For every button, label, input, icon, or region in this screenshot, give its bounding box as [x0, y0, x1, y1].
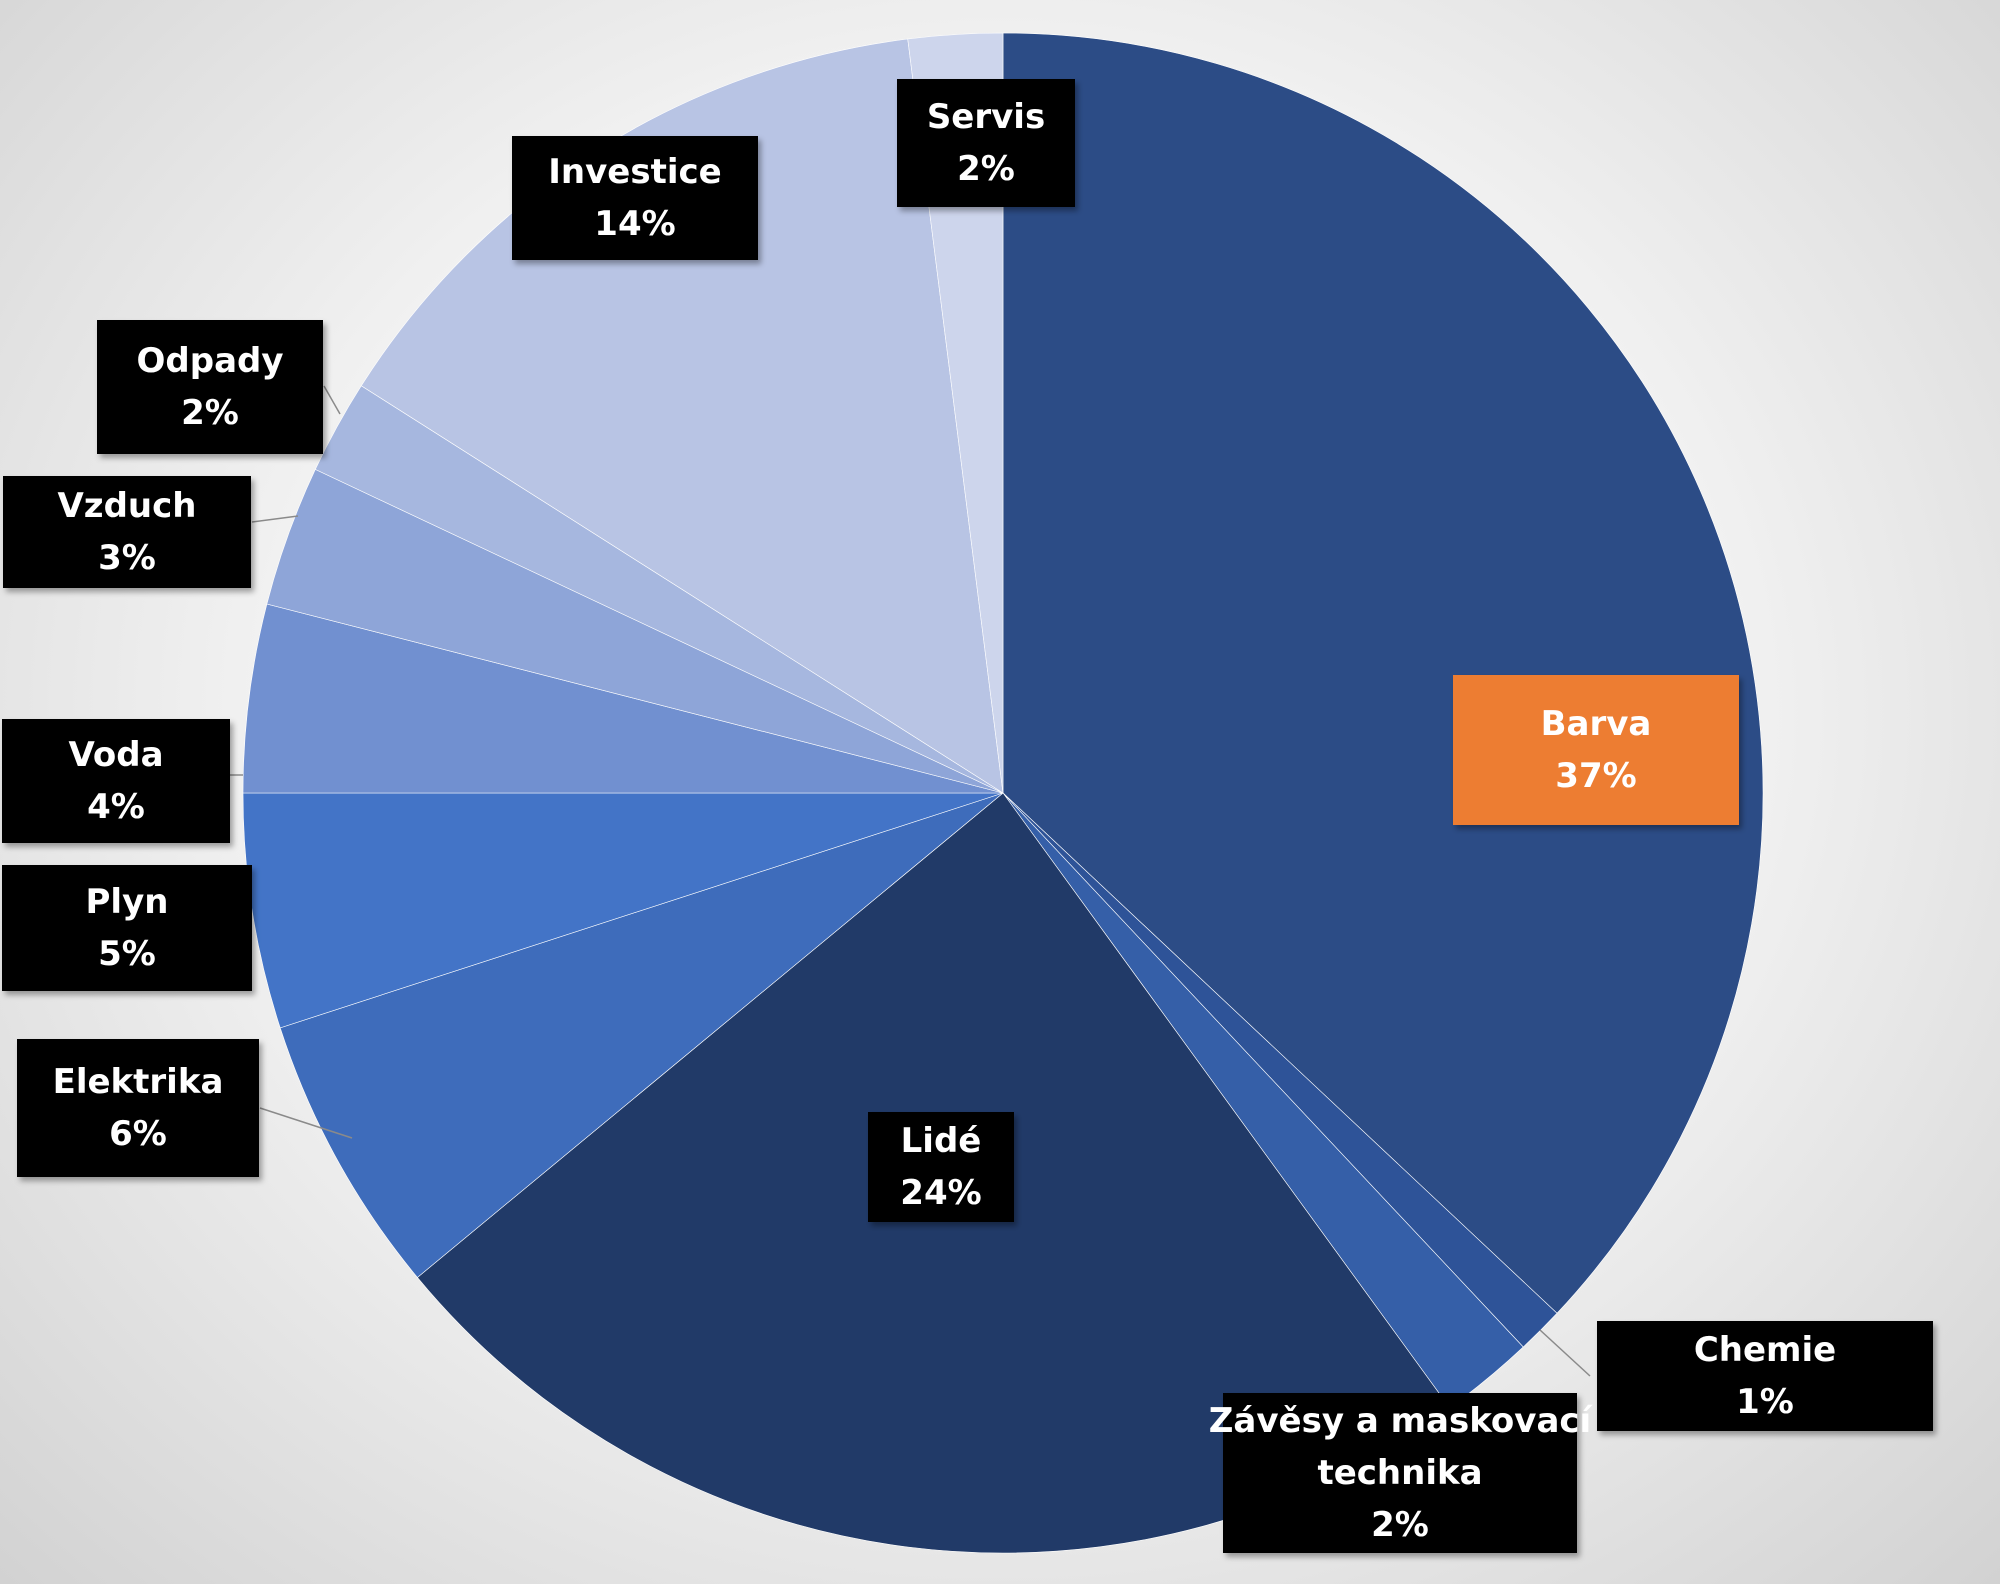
data-label-percent: 2%	[1371, 1505, 1429, 1545]
data-label: Závěsy a maskovací technika 2%	[1209, 1393, 1594, 1553]
data-label-percent: 2%	[957, 149, 1015, 189]
data-label-box	[1223, 1393, 1577, 1553]
data-label-box	[1453, 675, 1739, 825]
data-label: Vzduch 3%	[3, 476, 251, 588]
leader-line	[1539, 1329, 1591, 1377]
data-labels: Barva 37% Chemie 1% Závěsy a maskovací techni…	[2, 79, 1933, 1553]
data-label: Investice 14%	[512, 136, 758, 260]
data-label-category: Chemie	[1694, 1330, 1836, 1370]
pie-slice-barva	[1002, 32, 1764, 1314]
data-label-category: technika	[1317, 1453, 1482, 1493]
data-label-box	[897, 79, 1075, 207]
data-label-box	[1597, 1321, 1933, 1431]
data-label-box	[868, 1112, 1014, 1222]
data-label-percent: 14%	[594, 204, 675, 244]
data-label-percent: 2%	[181, 393, 239, 433]
pie-slice-elektrika	[279, 792, 1004, 1278]
data-label-category: Lidé	[901, 1121, 982, 1161]
data-label: Chemie 1%	[1597, 1321, 1933, 1431]
data-label-percent: 5%	[98, 934, 156, 974]
pie-slice-voda	[242, 603, 1004, 794]
data-label-category: Voda	[68, 735, 163, 775]
data-label-category: Závěsy a maskovací	[1209, 1401, 1594, 1441]
data-label: Barva 37%	[1453, 675, 1739, 825]
leader-line	[259, 1107, 353, 1139]
data-label-category: Plyn	[86, 882, 169, 922]
data-label: Servis 2%	[897, 79, 1075, 207]
data-label-box	[512, 136, 758, 260]
data-label: Voda 4%	[2, 719, 230, 843]
pie-slice-servis	[907, 32, 1004, 794]
leader-line	[251, 515, 299, 523]
data-label-category: Servis	[927, 97, 1045, 137]
data-label-category: Barva	[1541, 704, 1652, 744]
data-label-percent: 1%	[1736, 1382, 1794, 1422]
data-label-category: Elektrika	[53, 1062, 224, 1102]
data-label-category: Investice	[548, 152, 721, 192]
data-label-category: Vzduch	[57, 486, 196, 526]
data-label-category: Odpady	[136, 341, 283, 381]
data-label-percent: 24%	[900, 1173, 981, 1213]
leader-lines	[230, 385, 1591, 1377]
data-label-percent: 6%	[109, 1114, 167, 1154]
data-label-percent: 3%	[98, 538, 156, 578]
data-label: Lidé 24%	[868, 1112, 1014, 1222]
data-label-box	[17, 1039, 259, 1177]
data-label: Elektrika 6%	[17, 1039, 259, 1177]
data-label-box	[3, 476, 251, 588]
leader-line	[323, 385, 341, 415]
data-label: Odpady 2%	[97, 320, 323, 454]
data-label-percent: 37%	[1555, 756, 1636, 796]
pie-slices	[242, 32, 1764, 1554]
data-label: Plyn 5%	[2, 865, 252, 991]
data-label-box	[97, 320, 323, 454]
data-label-box	[2, 719, 230, 843]
data-label-percent: 4%	[87, 787, 145, 827]
data-label-box	[2, 865, 252, 991]
pie-slice-plyn	[242, 792, 1004, 1029]
